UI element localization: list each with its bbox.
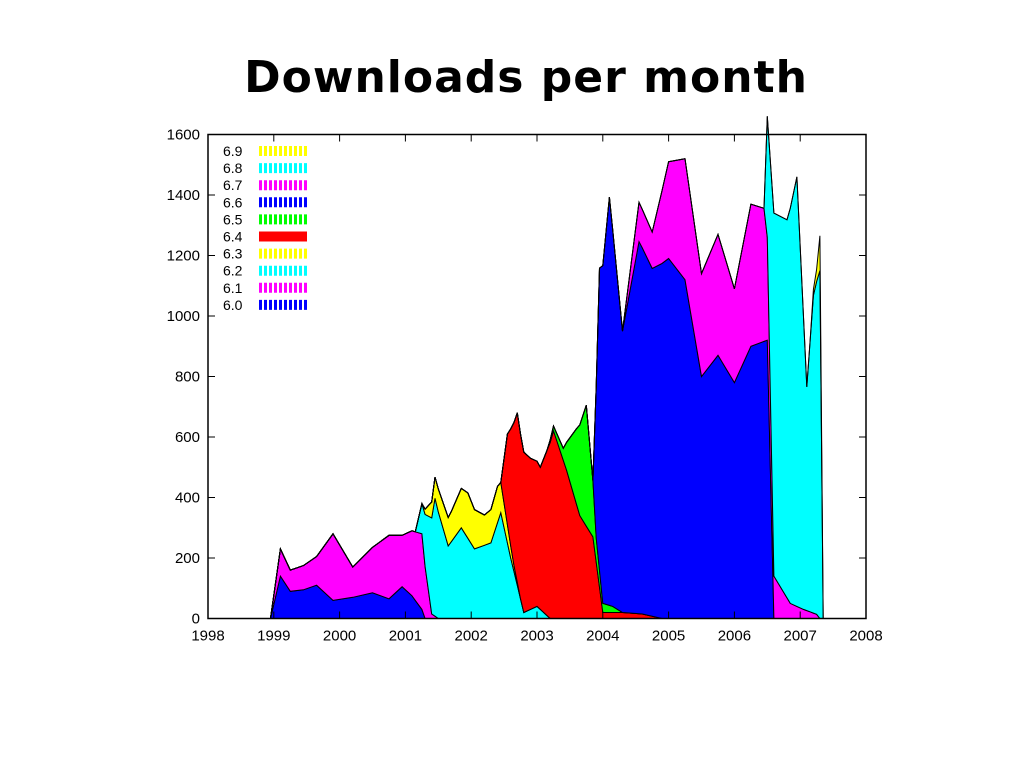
x-tick-label: 2002 bbox=[455, 628, 488, 645]
legend-label-6-4: 6.4 bbox=[223, 229, 243, 245]
x-tick-label: 2004 bbox=[586, 628, 619, 645]
x-tick-label: 2007 bbox=[784, 628, 817, 645]
slide-title: Downloads per month bbox=[244, 52, 808, 103]
y-tick-label: 200 bbox=[175, 550, 200, 567]
legend-label-6-6: 6.6 bbox=[223, 194, 243, 210]
legend-label-6-9: 6.9 bbox=[223, 143, 243, 159]
y-tick-label: 800 bbox=[175, 369, 200, 386]
legend-label-6-3: 6.3 bbox=[223, 246, 243, 262]
x-tick-label: 2005 bbox=[652, 628, 685, 645]
x-tick-label: 2003 bbox=[520, 628, 553, 645]
x-tick-label: 2001 bbox=[389, 628, 422, 645]
y-tick-label: 1000 bbox=[167, 308, 200, 325]
x-tick-label: 2006 bbox=[718, 628, 751, 645]
legend-swatch-6-4 bbox=[259, 231, 307, 242]
x-tick-label: 1999 bbox=[257, 628, 290, 645]
legend-label-6-7: 6.7 bbox=[223, 177, 243, 193]
x-tick-label: 2000 bbox=[323, 628, 356, 645]
y-tick-label: 600 bbox=[175, 429, 200, 446]
legend-label-6-8: 6.8 bbox=[223, 160, 243, 176]
legend-label-6-0: 6.0 bbox=[223, 297, 243, 313]
legend-label-6-5: 6.5 bbox=[223, 211, 243, 227]
y-tick-label: 400 bbox=[175, 490, 200, 507]
area-layer bbox=[269, 116, 824, 619]
y-tick-label: 1400 bbox=[167, 187, 200, 204]
legend-label-6-2: 6.2 bbox=[223, 263, 243, 279]
tick-layer: 1998 1999 2000 2001 2002 2003 2004 2005 2006 2007… bbox=[167, 127, 883, 645]
legend-label-6-1: 6.1 bbox=[223, 280, 243, 296]
y-tick-label: 1600 bbox=[167, 127, 200, 144]
legend: 6.96.86.76.66.5 6.46.36.26.16.0 bbox=[223, 143, 307, 313]
y-tick-label: 1200 bbox=[167, 248, 200, 265]
x-tick-label: 2008 bbox=[849, 628, 882, 645]
x-tick-label: 1998 bbox=[191, 628, 224, 645]
y-tick-label: 0 bbox=[192, 611, 200, 628]
